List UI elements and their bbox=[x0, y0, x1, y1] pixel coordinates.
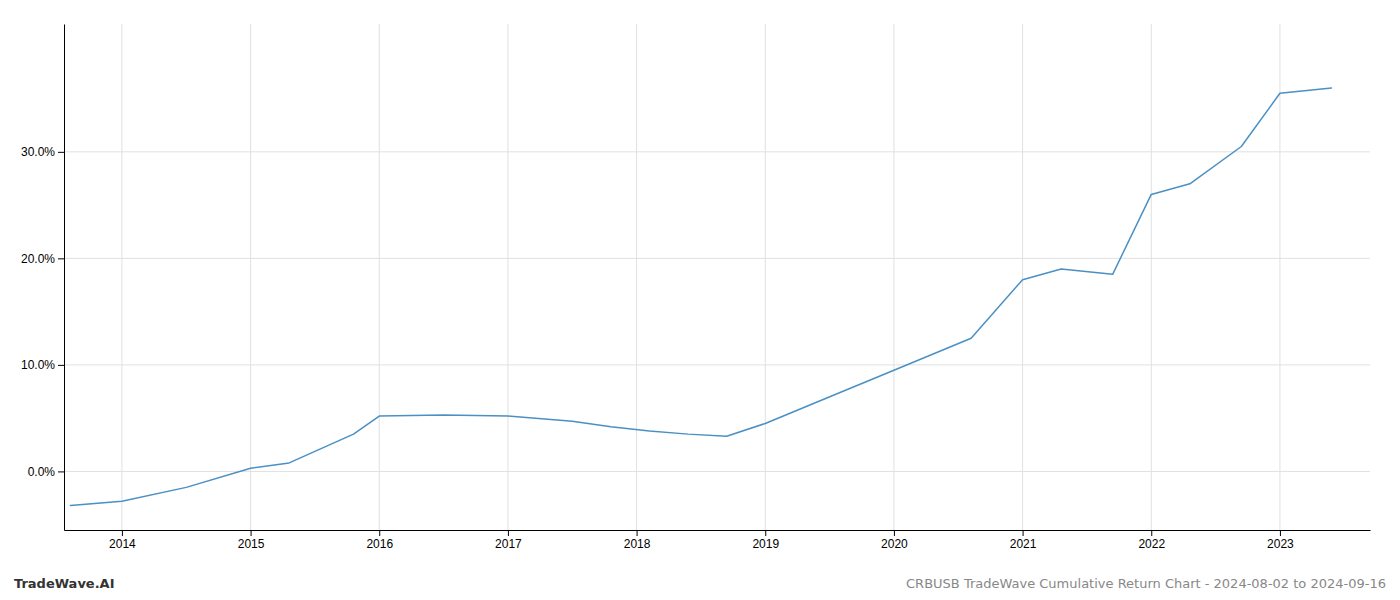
x-tick-label: 2017 bbox=[495, 537, 522, 551]
x-tick-label: 2023 bbox=[1267, 537, 1294, 551]
grid-line-y bbox=[64, 471, 1370, 472]
x-tick-label: 2021 bbox=[1010, 537, 1037, 551]
x-tick-mark bbox=[894, 530, 895, 536]
x-tick-mark bbox=[251, 530, 252, 536]
grid-line-x bbox=[379, 24, 380, 530]
x-tick-mark bbox=[765, 530, 766, 536]
x-tick-mark bbox=[1151, 530, 1152, 536]
y-tick-mark bbox=[58, 471, 64, 472]
footer-text: CRBUSB TradeWave Cumulative Return Chart… bbox=[906, 576, 1386, 591]
y-tick: 20.0% bbox=[21, 252, 64, 266]
x-tick-label: 2014 bbox=[109, 537, 136, 551]
line bbox=[70, 88, 1331, 506]
grid-line-x bbox=[893, 24, 894, 530]
x-tick: 2022 bbox=[1138, 530, 1165, 551]
x-tick-mark bbox=[508, 530, 509, 536]
grid bbox=[64, 24, 1370, 530]
x-axis-line bbox=[65, 530, 1371, 531]
grid-line-x bbox=[121, 24, 122, 530]
grid-line-y bbox=[64, 151, 1370, 152]
x-tick-label: 2016 bbox=[366, 537, 393, 551]
plot: 2014 2015 2016 2017 2018 2019 2020 2021 2022 2023… bbox=[21, 24, 1371, 551]
x-tick-mark bbox=[122, 530, 123, 536]
y-tick-mark bbox=[58, 365, 64, 366]
x-tick: 2016 bbox=[366, 530, 393, 551]
chart: 2014 2015 2016 2017 2018 2019 2020 2021 2022 2023… bbox=[0, 0, 1400, 600]
grid-line-y bbox=[64, 258, 1370, 259]
x-tick-label: 2015 bbox=[238, 537, 265, 551]
x-tick: 2019 bbox=[752, 530, 779, 551]
marks bbox=[70, 88, 1331, 506]
x-tick-mark bbox=[637, 530, 638, 536]
footer-text: TradeWave.AI bbox=[14, 576, 115, 591]
x-tick: 2023 bbox=[1267, 530, 1294, 551]
x-tick: 2021 bbox=[1010, 530, 1037, 551]
y-tick: 0.0% bbox=[28, 465, 64, 479]
x-tick-mark bbox=[1280, 530, 1281, 536]
x-tick-mark bbox=[379, 530, 380, 536]
x-tick-mark bbox=[1023, 530, 1024, 536]
x-tick-label: 2022 bbox=[1138, 537, 1165, 551]
grid-line-x bbox=[1151, 24, 1152, 530]
y-tick-label: 0.0% bbox=[28, 465, 56, 479]
grid-line-x bbox=[507, 24, 508, 530]
y-tick: 10.0% bbox=[21, 358, 64, 372]
x-tick-label: 2020 bbox=[881, 537, 908, 551]
grid-line-x bbox=[1022, 24, 1023, 530]
grid-line-x bbox=[765, 24, 766, 530]
grid-line-y bbox=[64, 364, 1370, 365]
y-axis-line bbox=[64, 25, 65, 531]
x-tick: 2014 bbox=[109, 530, 136, 551]
grid-line-x bbox=[250, 24, 251, 530]
y-tick-mark bbox=[58, 258, 64, 259]
x-axis: 2014 2015 2016 2017 2018 2019 2020 2021 2022 2023 bbox=[65, 530, 1371, 551]
grid-line-x bbox=[636, 24, 637, 530]
x-tick-label: 2019 bbox=[752, 537, 779, 551]
x-tick: 2020 bbox=[881, 530, 908, 551]
x-tick: 2017 bbox=[495, 530, 522, 551]
y-tick: 30.0% bbox=[21, 145, 64, 159]
grid-line-x bbox=[1279, 24, 1280, 530]
x-tick: 2015 bbox=[238, 530, 265, 551]
y-tick-label: 20.0% bbox=[21, 252, 55, 266]
x-tick-label: 2018 bbox=[624, 537, 651, 551]
y-tick-label: 30.0% bbox=[21, 145, 55, 159]
y-axis: 0.0% 10.0% 20.0% 30.0% bbox=[21, 25, 65, 531]
y-tick-mark bbox=[58, 152, 64, 153]
y-tick-label: 10.0% bbox=[21, 358, 55, 372]
x-tick: 2018 bbox=[624, 530, 651, 551]
